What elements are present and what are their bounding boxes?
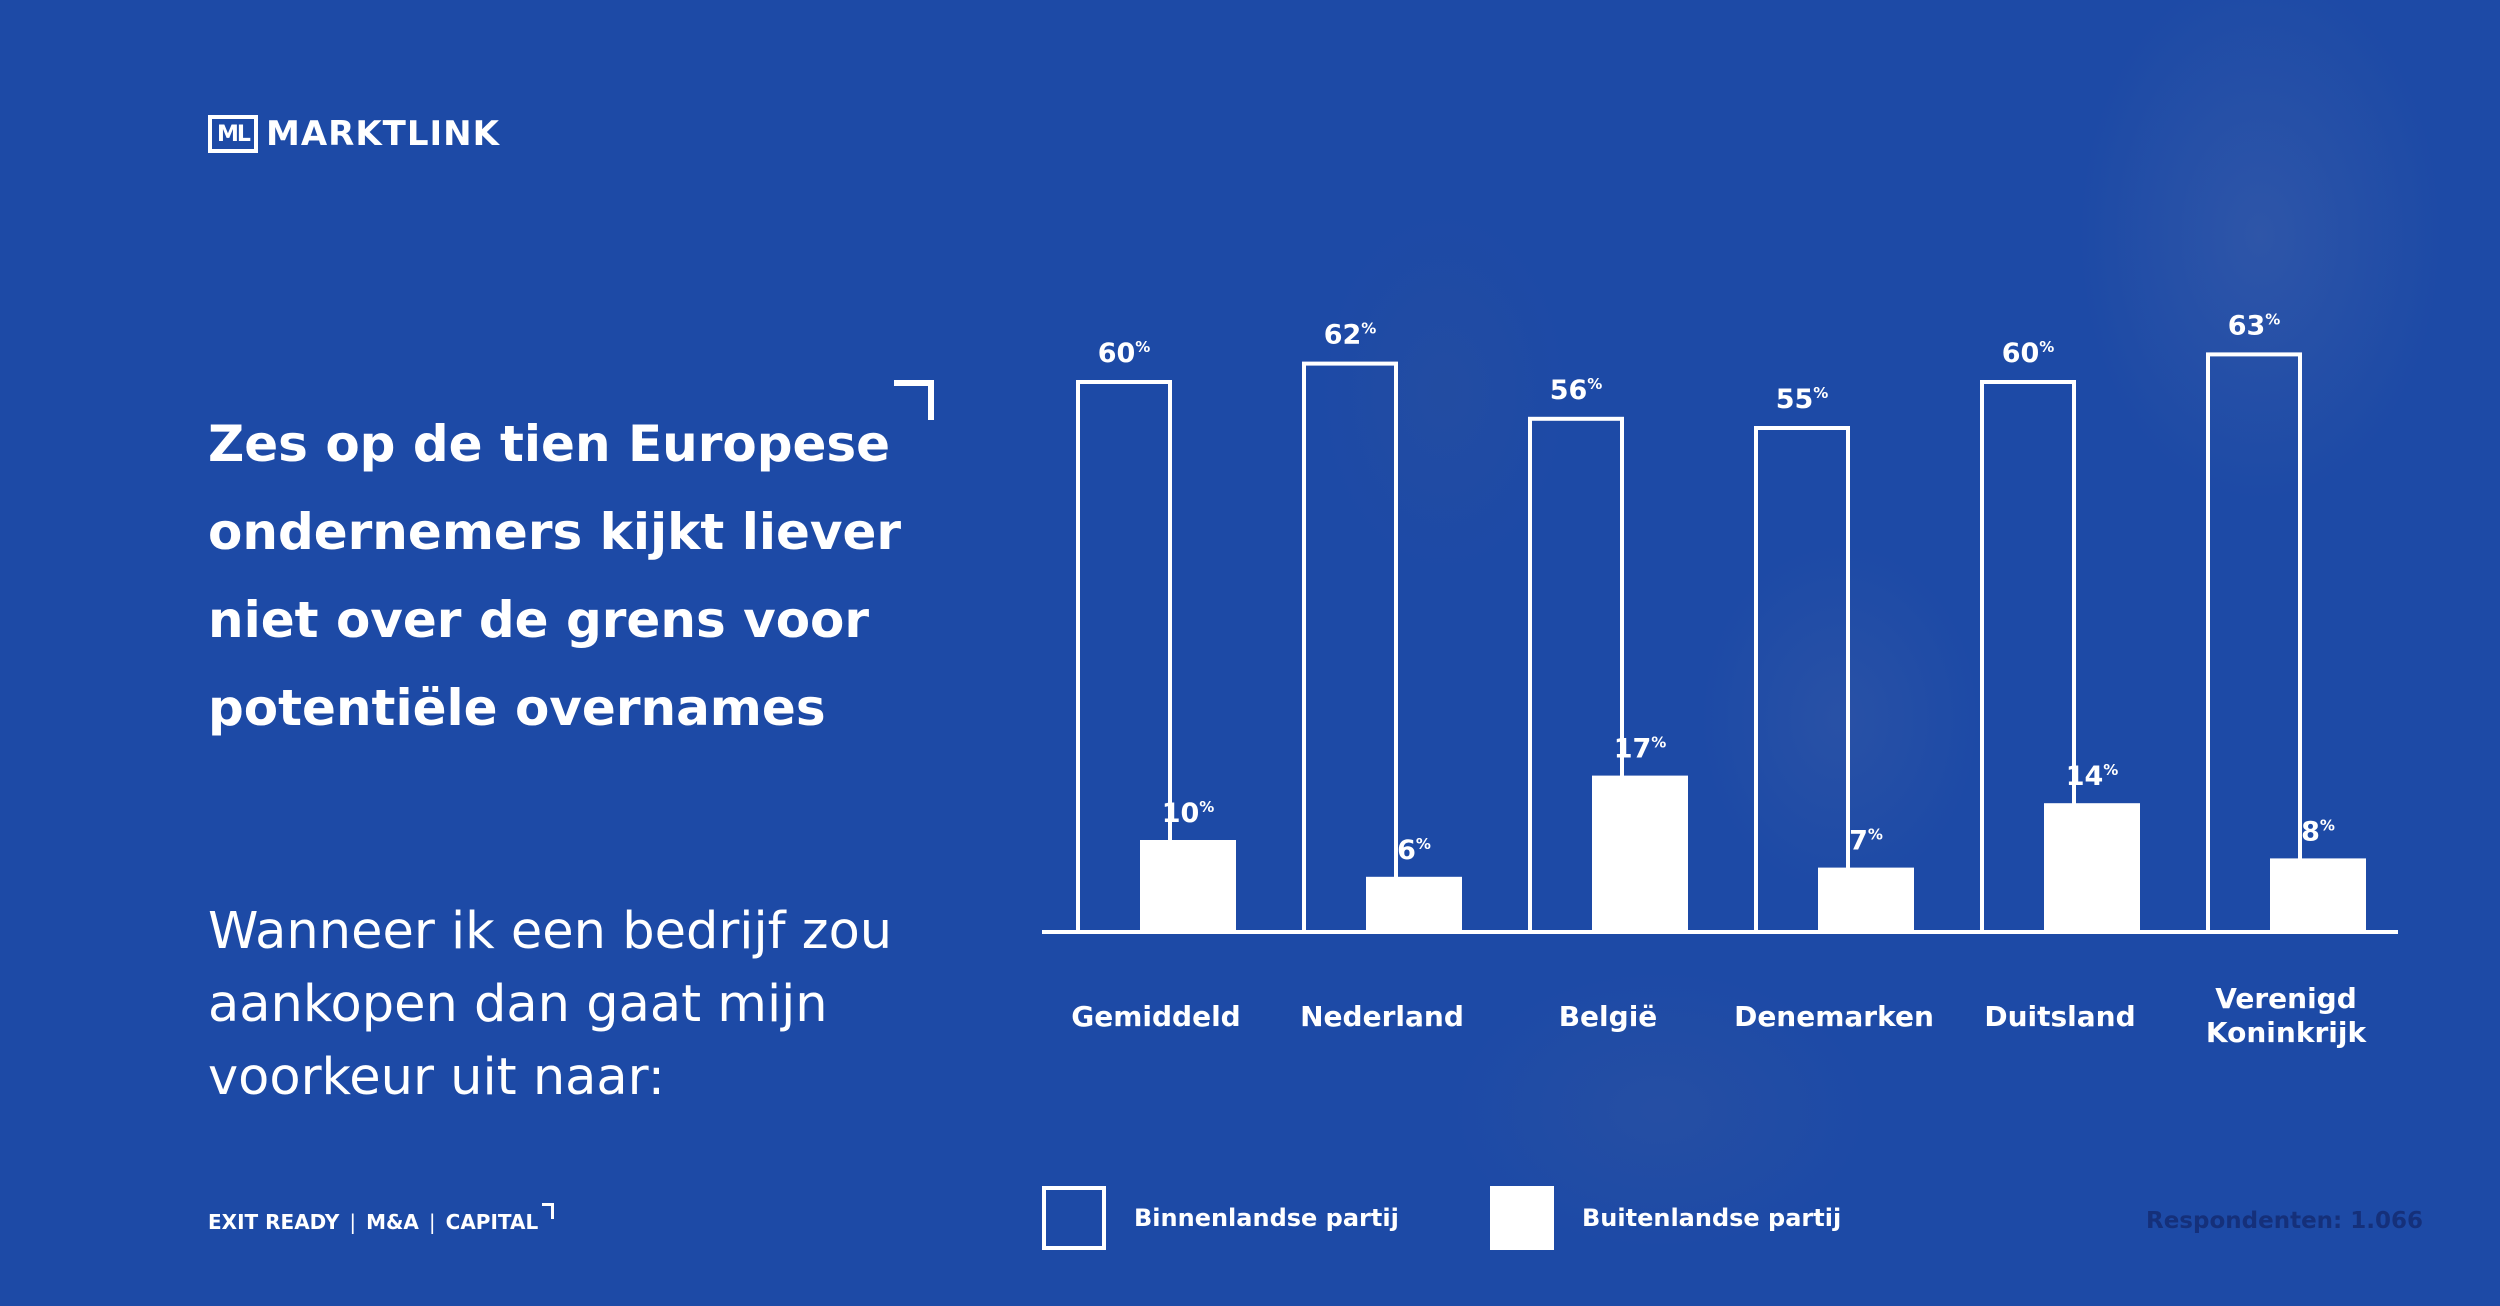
data-label: 63%	[2228, 310, 2281, 341]
bar-binnenlandse	[1302, 361, 1398, 935]
category-label: Duitsland	[1984, 1000, 2135, 1033]
bar-buitenlandse	[1592, 775, 1688, 932]
data-label: 56%	[1550, 375, 1603, 406]
bar-buitenlandse	[1818, 867, 1914, 932]
legend-label-buitenlandse: Buitenlandse partij	[1582, 1204, 1842, 1232]
footer-item-ma: M&A	[366, 1210, 419, 1234]
logo-mark: ML	[208, 115, 258, 153]
category-label: Gemiddeld	[1071, 1000, 1240, 1033]
footer-item-capital: CAPITAL	[445, 1210, 539, 1234]
legend-item-binnenlandse: Binnenlandse partij	[1042, 1186, 1399, 1250]
footer-item-exit-ready: EXIT READY	[208, 1210, 340, 1234]
marktlink-logo: ML MARKTLINK	[208, 114, 500, 154]
data-label: 10%	[1162, 798, 1215, 829]
corner-bracket-small-icon	[542, 1203, 555, 1219]
legend-swatch-filled	[1490, 1186, 1554, 1250]
bar-binnenlandse	[2206, 352, 2302, 934]
corner-bracket-decoration	[894, 380, 934, 420]
category-label: België	[1559, 1000, 1658, 1033]
footer-separator: |	[428, 1210, 436, 1234]
data-label: 14%	[2066, 761, 2119, 792]
data-label: 60%	[2002, 338, 2055, 369]
logo-text: MARKTLINK	[266, 114, 500, 154]
footer-separator: |	[349, 1210, 357, 1234]
bar-buitenlandse	[2044, 803, 2140, 932]
respondents-note: Respondenten: 1.066	[2146, 1208, 2423, 1234]
headline: Zes op de tien Europese ondernemers kijk…	[208, 415, 902, 737]
data-label: 17%	[1614, 734, 1667, 765]
legend-label-binnenlandse: Binnenlandse partij	[1134, 1204, 1399, 1232]
data-label: 7%	[1849, 826, 1883, 857]
survey-question: Wanneer ik een bedrijf zou aankopen dan …	[208, 902, 893, 1107]
data-label: 6%	[1397, 835, 1431, 866]
category-label: Koninkrijk	[2206, 1016, 2368, 1049]
category-label: Nederland	[1300, 1000, 1464, 1033]
category-label: Denemarken	[1734, 1000, 1934, 1033]
bar-buitenlandse	[2270, 858, 2366, 932]
footer-tagline: EXIT READY | M&A | CAPITAL	[208, 1203, 555, 1234]
data-label: 55%	[1776, 384, 1829, 415]
bar-binnenlandse	[1754, 426, 1850, 934]
data-label: 62%	[1324, 320, 1377, 351]
category-label: Verenigd	[2215, 982, 2357, 1015]
data-label: 8%	[2301, 816, 2335, 847]
data-label: 60%	[1098, 338, 1151, 369]
legend-item-buitenlandse: Buitenlandse partij	[1490, 1186, 1841, 1250]
bar-buitenlandse	[1366, 876, 1462, 932]
legend-swatch-outline	[1042, 1186, 1106, 1250]
bar-buitenlandse	[1140, 840, 1236, 932]
